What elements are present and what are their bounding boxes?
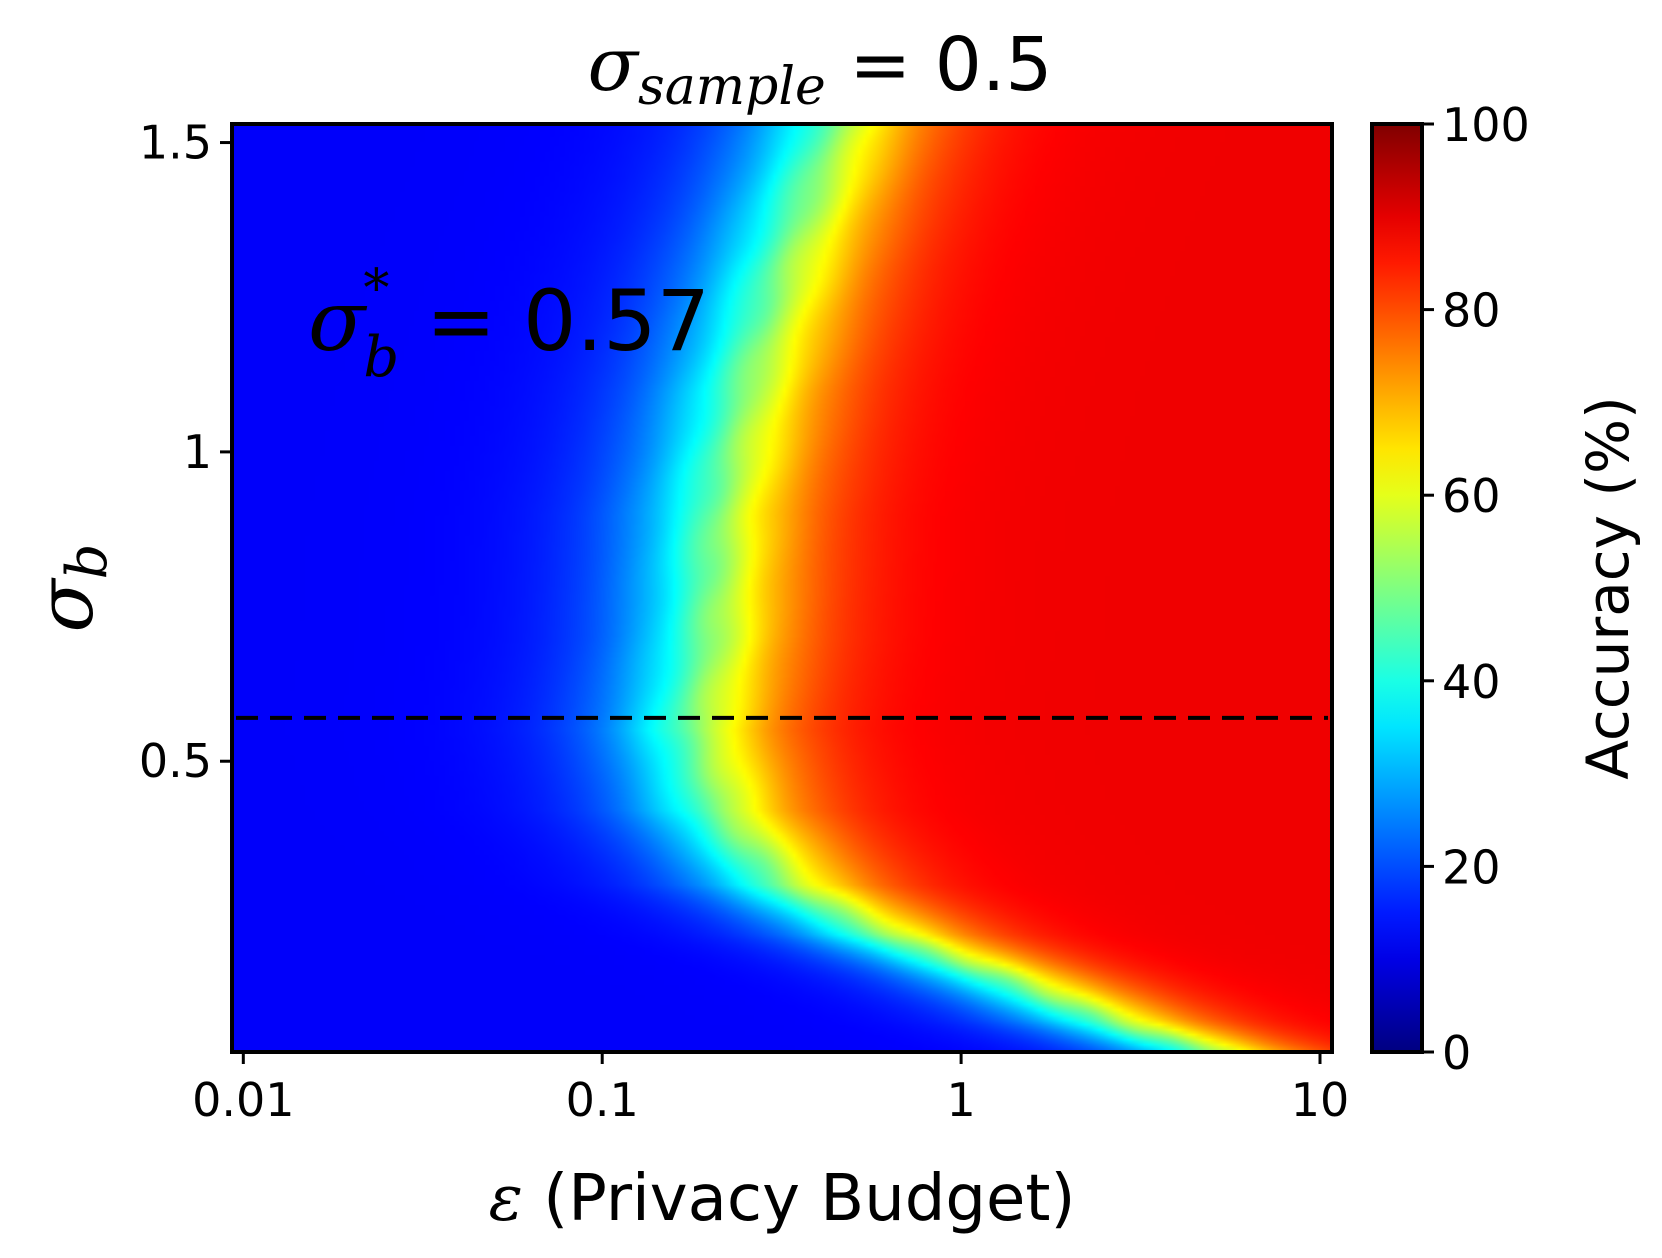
title-subscript: sample: [638, 57, 826, 117]
colorbar-tick-label: 100: [1442, 98, 1530, 152]
chart-title: σsample = 0.5: [588, 22, 1053, 117]
colorbar-tick-label: 40: [1442, 655, 1501, 709]
x-axis-ticks: 0.01 0.1 1 10: [192, 1052, 1349, 1127]
y-axis-label-subscript: b: [55, 543, 120, 579]
colorbar-tick-label: 20: [1442, 840, 1501, 894]
x-axis-label-text: (Privacy Budget): [523, 1162, 1076, 1236]
colorbar-tick-label: 0: [1442, 1026, 1471, 1080]
colorbar-label: Accuracy (%): [1574, 396, 1642, 780]
y-tick-label: 1.5: [139, 116, 212, 170]
annotation-value: = 0.57: [399, 272, 710, 370]
y-axis-label-symbol: σ: [21, 578, 111, 633]
title-rest: = 0.5: [826, 22, 1053, 108]
colorbar: [1370, 122, 1424, 1054]
colorbar-tick-label: 80: [1442, 284, 1501, 338]
y-axis-label: σb: [21, 543, 120, 632]
plot-frame: [230, 122, 1334, 1054]
y-tick-label: 1: [183, 425, 212, 479]
colorbar-tick-label: 60: [1442, 469, 1501, 523]
x-axis-label: ε (Privacy Budget): [489, 1162, 1076, 1236]
heatmap-surface: [232, 124, 1332, 1052]
x-tick-label: 0.1: [566, 1073, 639, 1127]
x-axis-label-symbol: ε: [489, 1162, 523, 1236]
annotation-symbol: σ: [308, 272, 368, 370]
x-tick-label: 0.01: [192, 1073, 294, 1127]
x-tick-label: 10: [1291, 1073, 1350, 1127]
sigma-b-star-annotation: σ* b = 0.57: [308, 259, 710, 390]
y-axis-ticks: 0.5 1 1.5: [139, 116, 232, 788]
annotation-superscript: *: [363, 259, 389, 319]
title-symbol: σ: [588, 22, 641, 108]
annotation-subscript: b: [363, 325, 399, 390]
y-tick-label: 0.5: [139, 734, 212, 788]
x-tick-label: 1: [946, 1073, 975, 1127]
colorbar-ticks: 0 20 40 60 80 100: [1422, 98, 1530, 1080]
